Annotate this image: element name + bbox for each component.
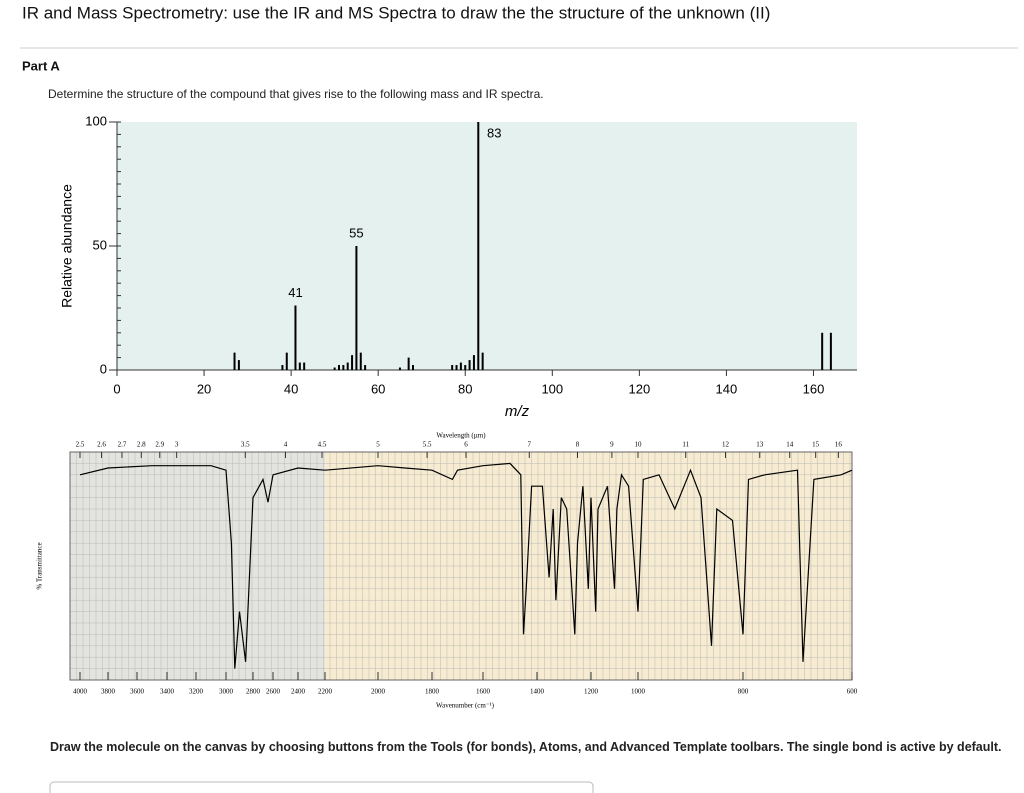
x-tick-label: 800 xyxy=(738,688,749,696)
x-tick-label: 2600 xyxy=(266,688,281,696)
x2-tick-label: 6 xyxy=(464,441,468,449)
x-tick-label: 3000 xyxy=(219,688,234,696)
drawing-canvas[interactable] xyxy=(49,781,594,793)
x2-tick-label: 7 xyxy=(528,441,532,449)
x2-tick-label: 14 xyxy=(786,441,794,449)
x-tick-label: 3600 xyxy=(130,688,145,696)
x-tick-label: 120 xyxy=(629,381,651,396)
y-axis-label: Relative abundance xyxy=(59,184,75,308)
ms-plot-area xyxy=(117,122,857,370)
x-tick-label: 40 xyxy=(284,381,298,396)
x-tick-label: 0 xyxy=(113,381,120,396)
x2-tick-label: 3.5 xyxy=(241,441,250,449)
x-tick-label: 100 xyxy=(541,381,563,396)
x-tick-label: 20 xyxy=(197,381,211,396)
y-tick-label: 0 xyxy=(100,361,107,376)
x2-tick-label: 5 xyxy=(376,441,380,449)
x-tick-label: 1400 xyxy=(530,688,545,696)
ir-frame xyxy=(69,451,853,681)
y-axis-label: % Transmittance xyxy=(36,542,44,589)
x-axis-label: Wavenumber (cm⁻¹) xyxy=(436,702,495,710)
x2-tick-label: 2.5 xyxy=(76,441,85,449)
x-tick-label: 600 xyxy=(847,688,858,696)
x2-tick-label: 11 xyxy=(682,441,689,449)
instructions: Draw the molecule on the canvas by choos… xyxy=(50,740,1002,754)
x2-tick-label: 4.5 xyxy=(318,441,327,449)
ir-grid xyxy=(69,451,852,681)
y-tick-label: 100 xyxy=(85,113,107,128)
peak-label: 55 xyxy=(349,225,363,240)
x2-tick-label: 2.7 xyxy=(118,441,127,449)
x-tick-label: 2200 xyxy=(318,688,333,696)
peak-label: 83 xyxy=(487,125,501,140)
x2-tick-label: 16 xyxy=(835,441,843,449)
peak-label: 41 xyxy=(288,285,302,300)
x2-tick-label: 12 xyxy=(722,441,730,449)
x-tick-label: 3200 xyxy=(189,688,204,696)
x-tick-label: 4000 xyxy=(73,688,88,696)
x-tick-label: 140 xyxy=(716,381,738,396)
part-label: Part A xyxy=(22,58,60,73)
x2-tick-label: 10 xyxy=(635,441,643,449)
x2-tick-label: 9 xyxy=(610,441,614,449)
x2-tick-label: 2.6 xyxy=(97,441,106,449)
x-tick-label: 1200 xyxy=(584,688,599,696)
y-tick-label: 50 xyxy=(93,237,107,252)
x-tick-label: 3400 xyxy=(160,688,175,696)
x-tick-label: 160 xyxy=(803,381,825,396)
x-tick-label: 80 xyxy=(458,381,472,396)
x2-tick-label: 3 xyxy=(175,441,179,449)
x2-tick-label: 8 xyxy=(576,441,580,449)
x-tick-label: 2800 xyxy=(246,688,261,696)
page-title: IR and Mass Spectrometry: use the IR and… xyxy=(22,3,770,22)
x2-tick-label: 5.5 xyxy=(423,441,432,449)
x2-tick-label: 2.8 xyxy=(137,441,146,449)
x-tick-label: 1600 xyxy=(476,688,491,696)
x-tick-label: 1800 xyxy=(425,688,440,696)
prompt: Determine the structure of the compound … xyxy=(48,87,544,101)
x-tick-label: 60 xyxy=(371,381,385,396)
x2-tick-label: 2.9 xyxy=(155,441,164,449)
x2-tick-label: 13 xyxy=(756,441,764,449)
x-tick-label: 1000 xyxy=(631,688,646,696)
x-tick-label: 2400 xyxy=(291,688,306,696)
x-axis-label: m/z xyxy=(505,403,530,420)
x2-axis-label: Wavelength (µm) xyxy=(436,432,486,440)
ir-trace xyxy=(79,462,853,669)
x-tick-label: 2000 xyxy=(371,688,386,696)
x2-tick-label: 4 xyxy=(284,441,288,449)
x2-tick-label: 15 xyxy=(812,441,820,449)
x-tick-label: 3800 xyxy=(101,688,116,696)
